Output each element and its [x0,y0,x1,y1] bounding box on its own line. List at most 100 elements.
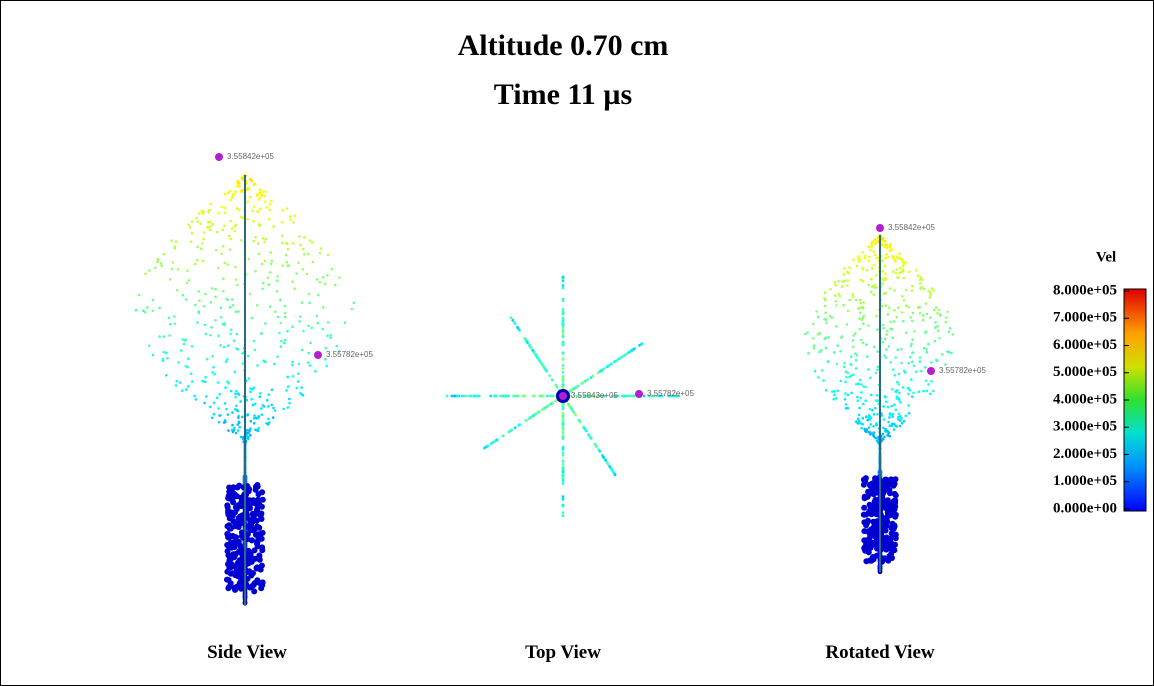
particle [883,418,886,421]
particle [291,280,294,283]
particle [160,262,163,265]
particle [196,246,199,249]
particle [562,387,565,390]
particle [302,330,305,333]
particle [562,482,565,485]
particle [923,288,926,291]
particle [867,368,870,371]
particle [227,413,230,416]
particle [254,183,257,186]
particle [845,376,848,379]
particle [257,427,260,430]
particle [175,384,178,387]
particle [281,221,284,224]
particle [882,438,885,441]
particle [325,347,328,350]
particle [839,380,842,383]
particle [847,407,850,410]
particle [267,405,270,408]
particle [502,434,505,437]
particle [857,383,860,386]
particle [187,224,190,227]
particle [237,410,240,413]
particle [835,325,838,328]
particle [823,318,826,321]
particle [604,459,607,462]
particle [230,484,236,490]
particle [232,194,235,197]
particle [888,535,894,541]
particle [223,346,226,349]
particle [902,386,905,389]
particle [232,304,235,307]
particle [866,269,869,272]
title: Altitude 0.70 cm [458,29,669,62]
particle [562,479,565,482]
particle [272,225,275,228]
particle [211,371,214,374]
particle [867,482,873,488]
particle [897,277,900,280]
particle [237,513,243,519]
particle [889,250,892,253]
particle [911,289,914,292]
particle [865,518,871,524]
particle [570,408,573,411]
particle [852,334,855,337]
particle [573,411,576,414]
particle [194,263,197,266]
particle [909,316,912,319]
particle [152,310,155,313]
particle [234,506,240,512]
particle [841,280,844,283]
particle [261,263,264,266]
particle [256,553,262,559]
particle [259,489,265,495]
particle [223,322,226,325]
particle [827,360,830,363]
particle [945,321,948,324]
particle [910,343,913,346]
particle [249,427,252,430]
particle [544,368,547,371]
particle [881,244,884,247]
particle [896,395,899,398]
particle [230,238,233,241]
particle [867,545,873,551]
particle [168,334,171,337]
particle [562,514,565,517]
particle [144,273,147,276]
particle [865,415,868,418]
particle [931,287,934,290]
particle [267,277,270,280]
particle [913,330,916,333]
particle [495,395,498,398]
particle [280,345,283,348]
particle [158,335,161,338]
particle [896,268,899,271]
particle [848,376,851,379]
particle [297,373,300,376]
particle [854,332,857,335]
particle [902,320,905,323]
particle [301,349,304,352]
particle [869,408,872,411]
particle [175,240,178,243]
particle [296,387,299,390]
particle [938,337,941,340]
particle [270,262,273,265]
particle [254,270,257,273]
particle [223,225,226,228]
particle [848,266,851,269]
particle [204,381,207,384]
particle [886,330,889,333]
particle [897,416,900,419]
particle [209,229,212,232]
particle [894,374,897,377]
particle [862,280,865,283]
particle [925,380,928,383]
particle [562,495,565,498]
particle [884,257,887,260]
particle [618,357,621,360]
particle [868,426,871,429]
